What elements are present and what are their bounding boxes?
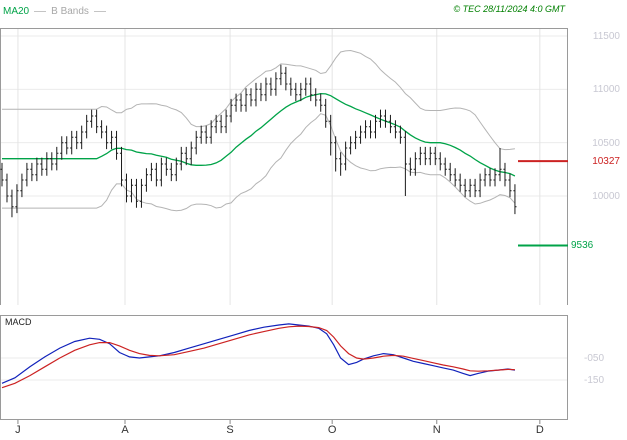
x-axis-month-label: D xyxy=(535,424,544,436)
x-axis-month-label: O xyxy=(327,424,337,436)
resistance-level-label: 10327 xyxy=(592,156,620,168)
support-level-label: 9536 xyxy=(571,240,594,252)
price-axis-tick-label: 10000 xyxy=(592,191,620,202)
x-axis-month-label: N xyxy=(432,424,441,436)
x-axis-month-label: J xyxy=(15,424,21,436)
price-axis-tick-label: 11500 xyxy=(592,31,620,42)
price-axis-tick-label: 11000 xyxy=(592,84,620,96)
copyright-notice: © TEC 28/11/2024 4:0 GMT xyxy=(453,4,565,14)
bbands-line-swatch xyxy=(93,11,106,12)
ma20-line-swatch xyxy=(34,11,47,12)
bbands-legend-label: B Bands xyxy=(51,6,89,17)
macd-axis-tick-label: -050 xyxy=(584,353,605,364)
ma20-legend-label: MA20 xyxy=(3,6,30,17)
macd-axis-tick-label: -150 xyxy=(584,375,605,386)
macd-panel-label: MACD xyxy=(5,317,32,327)
x-axis-month-label: S xyxy=(226,424,234,436)
chart-legend: MA20 B Bands xyxy=(3,6,106,17)
price-axis-tick-label: 10500 xyxy=(592,137,620,149)
x-axis-month-label: A xyxy=(121,424,129,436)
